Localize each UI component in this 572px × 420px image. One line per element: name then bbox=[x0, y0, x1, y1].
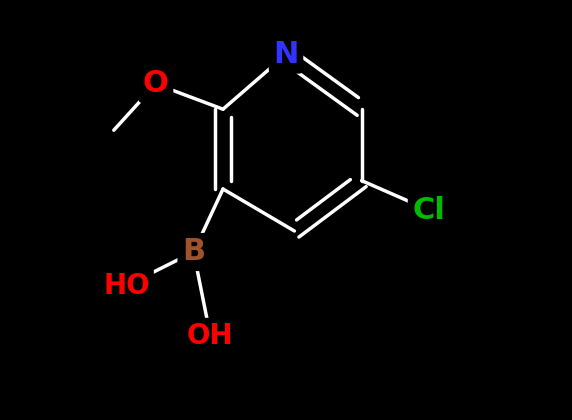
Text: OH: OH bbox=[187, 322, 234, 350]
Text: Cl: Cl bbox=[412, 195, 445, 225]
Text: HO: HO bbox=[103, 272, 150, 299]
Text: O: O bbox=[143, 69, 169, 99]
Text: B: B bbox=[182, 237, 205, 267]
Text: N: N bbox=[273, 40, 299, 69]
